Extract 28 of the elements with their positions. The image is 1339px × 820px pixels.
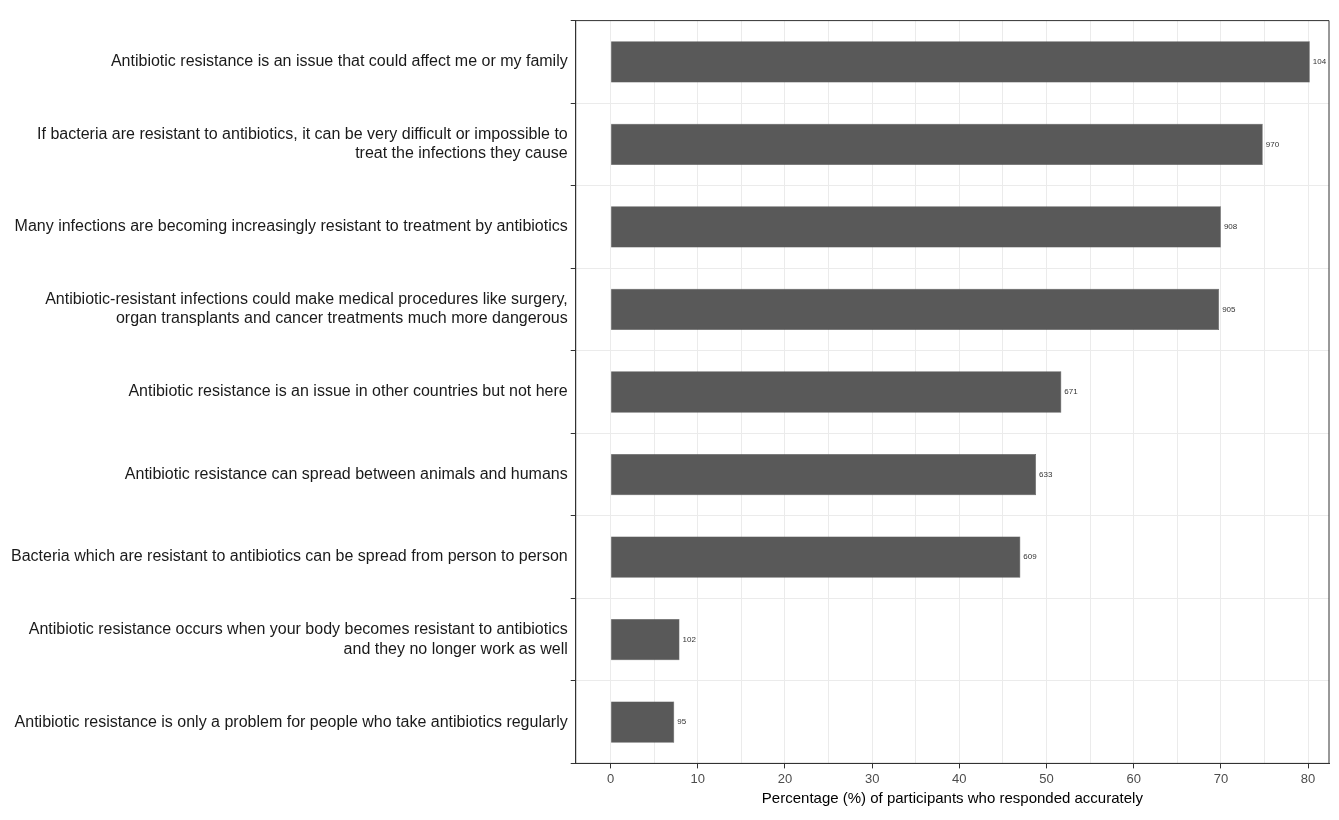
x-tick-label: 80	[1300, 770, 1316, 786]
annotation: 95	[677, 717, 687, 727]
annotation: 908	[1223, 222, 1238, 232]
x-tick-label: 70	[1213, 770, 1229, 786]
x-tick-label: 30	[864, 770, 880, 786]
annotation: 609	[1023, 552, 1038, 562]
y-tick-label: Bacteria which are resistant to antibiotics can be spread from person to person	[11, 547, 568, 565]
x-tick-label: 50	[1039, 770, 1054, 786]
x-tick-label: 40	[952, 770, 967, 786]
annotation: 102	[682, 634, 697, 644]
x-axis-title: Percentage (%) of participants who responded accurately	[761, 789, 1144, 807]
y-tick-label: Many infections are becoming increasingly resistant to treatment by antibiotics	[14, 217, 568, 235]
annotation: 104	[1312, 57, 1327, 67]
x-tick-label: 10	[690, 770, 706, 786]
annotation: 671	[1064, 387, 1079, 397]
annotation: 970	[1265, 139, 1280, 149]
y-tick-label: Antibiotic resistance occurs when your body becomes resistant to antibiotics and they no longer work as well	[28, 620, 568, 657]
y-tick-label: Antibiotic resistance is only a problem for people who take antibiotics regularly	[14, 712, 568, 730]
x-tick-label: 0	[606, 770, 615, 786]
y-tick-label: Antibiotic resistance is an issue in other countries but not here	[128, 382, 568, 400]
y-tick-label: Antibiotic resistance can spread between animals and humans	[124, 464, 568, 482]
x-tick-label: 60	[1126, 770, 1141, 786]
annotation: 905	[1222, 304, 1237, 314]
y-tick-label: If bacteria are resistant to antibiotics, it can be very difficult or impossible to treat the infections they cause	[37, 125, 568, 162]
x-tick-label: 20	[777, 770, 793, 786]
y-tick-label: Antibiotic resistance is an issue that could affect me or my family	[110, 52, 568, 70]
annotation: 633	[1039, 469, 1053, 479]
y-tick-label: Antibiotic-resistant infections could make medical procedures like surgery, organ transplants and cancer treatments much more dangerous	[45, 290, 568, 327]
